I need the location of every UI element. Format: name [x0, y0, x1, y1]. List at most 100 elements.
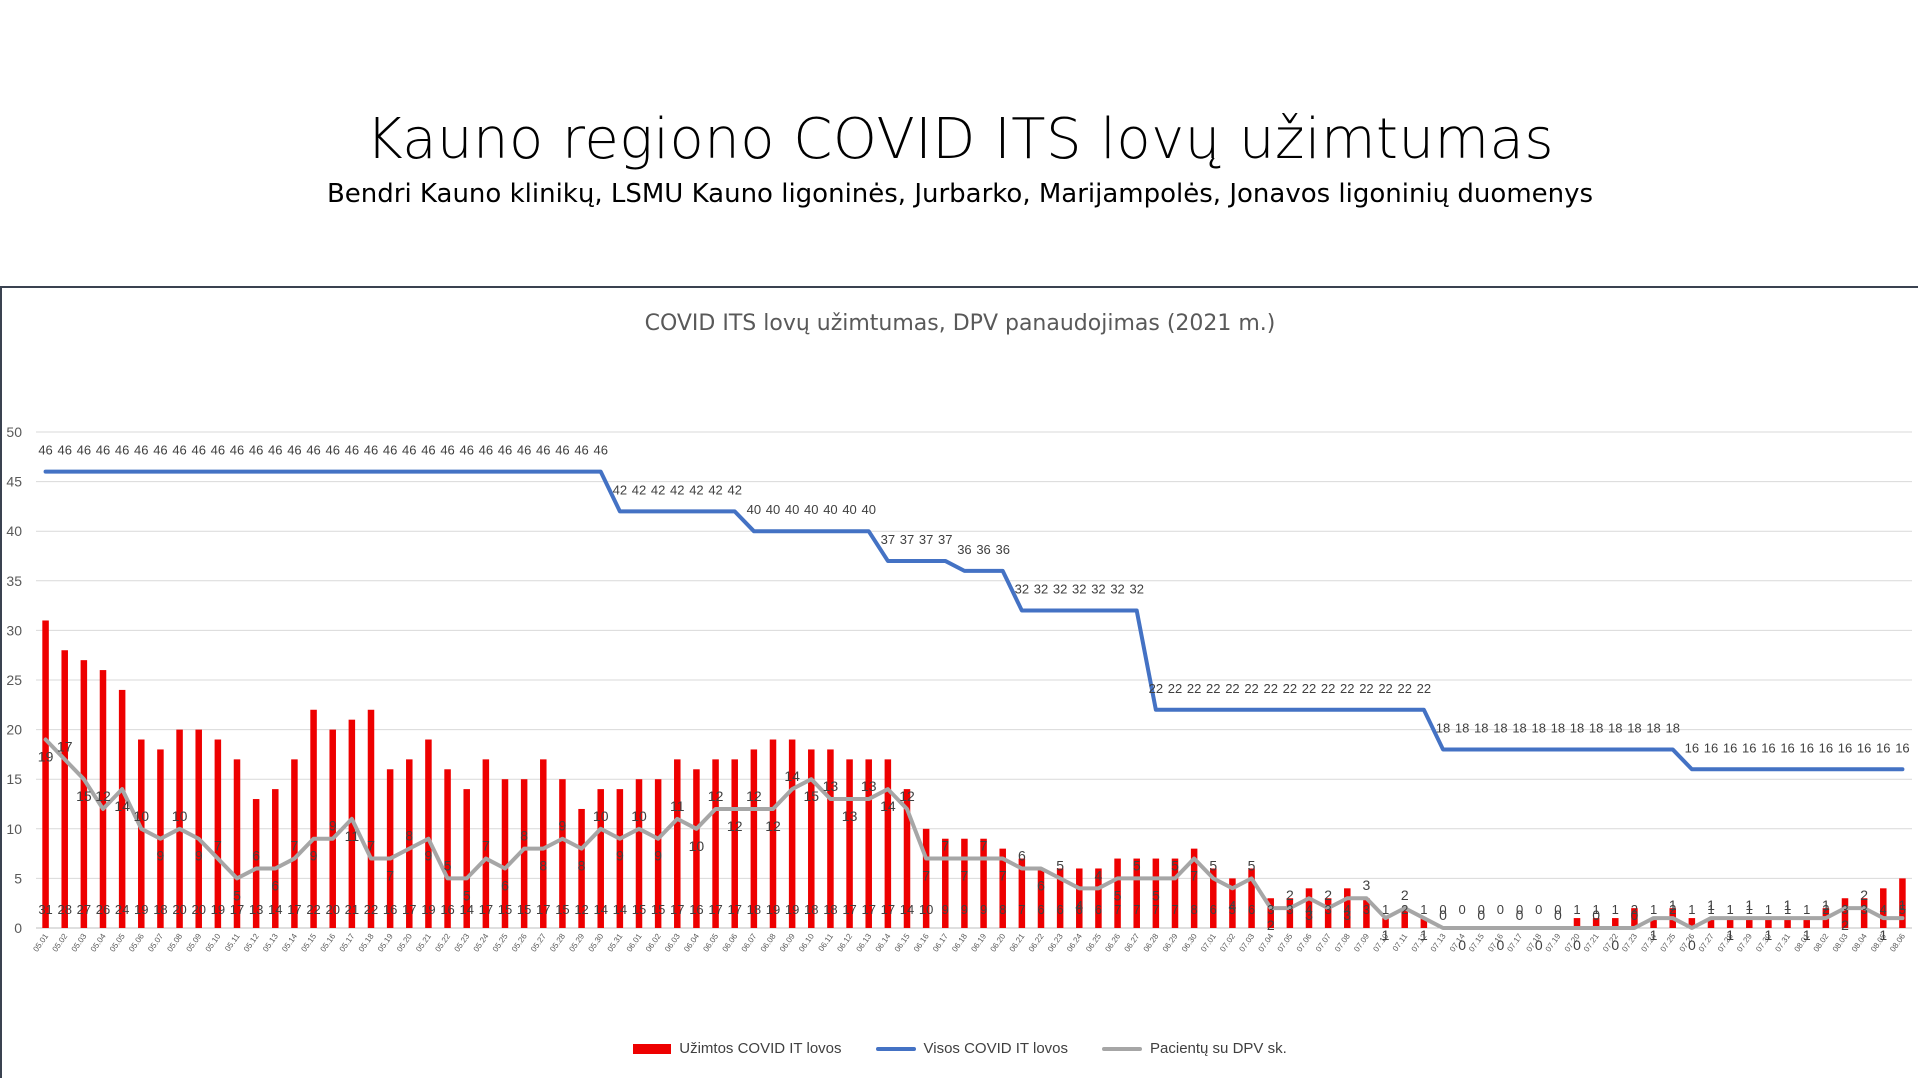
- ventilation-data-label: 0: [1535, 937, 1543, 953]
- total-beds-data-label: 42: [689, 482, 703, 497]
- total-beds-data-label: 42: [727, 482, 741, 497]
- total-beds-data-label: 22: [1283, 681, 1297, 696]
- ventilation-data-label: 15: [76, 788, 92, 804]
- x-tick-label: 06.29: [1161, 932, 1180, 954]
- bar-data-label: 18: [747, 902, 761, 917]
- bar-data-label: 3: [1267, 902, 1274, 917]
- bar-data-label: 7: [1171, 902, 1178, 917]
- total-beds-data-label: 22: [1302, 681, 1316, 696]
- ventilation-data-label: 7: [214, 838, 222, 854]
- bar-data-label: 1: [1803, 902, 1810, 917]
- ventilation-data-label: 5: [1056, 857, 1064, 873]
- series-line-total-beds: [43, 469, 1905, 772]
- bar: [1324, 898, 1332, 928]
- bar-data-label: 17: [536, 902, 550, 917]
- total-beds-data-label: 16: [1742, 740, 1756, 755]
- y-tick-label: 20: [6, 722, 22, 738]
- ventilation-data-label: 14: [114, 798, 130, 814]
- bar-data-label: 6: [1248, 902, 1255, 917]
- ventilation-data-label: 14: [880, 798, 896, 814]
- bar: [233, 759, 241, 928]
- x-tick-label: 06.25: [1084, 932, 1103, 954]
- x-tick-label: 07.17: [1505, 932, 1524, 954]
- bar-data-label: 1: [1382, 902, 1389, 917]
- x-tick-label: 06.04: [682, 932, 701, 954]
- x-tick-label: 07.19: [1544, 932, 1563, 954]
- bar: [597, 789, 604, 928]
- ventilation-data-label: 7: [941, 838, 949, 854]
- ventilation-data-label: 1: [1803, 927, 1811, 943]
- total-beds-data-label: 18: [1570, 720, 1584, 735]
- x-tick-label: 05.23: [452, 932, 471, 954]
- ventilation-data-label: 3: [1363, 877, 1371, 893]
- bar: [1650, 918, 1657, 928]
- bar-data-label: 31: [38, 902, 52, 917]
- ventilation-data-label: 9: [329, 818, 337, 834]
- ventilation-data-label: 5: [1209, 857, 1217, 873]
- series-line-ventilation: [43, 737, 1905, 930]
- total-beds-data-label: 16: [1704, 740, 1718, 755]
- x-tick-label: 05.28: [548, 932, 567, 954]
- total-beds-data-label: 46: [96, 443, 110, 458]
- total-beds-data-label: 36: [976, 542, 990, 557]
- slide-title: Kauno regiono COVID ITS lovų užimtumas: [365, 107, 1555, 172]
- bar-data-label: 17: [842, 902, 856, 917]
- bar-data-label: 3: [1286, 902, 1293, 917]
- ventilation-data-label: 0: [1592, 907, 1600, 923]
- x-tick-label: 06.05: [701, 932, 720, 954]
- ventilation-data-label: 10: [631, 808, 647, 824]
- x-tick-label: 05.14: [280, 932, 299, 954]
- x-tick-label: 06.13: [854, 932, 873, 954]
- bar-data-label: 17: [287, 902, 301, 917]
- total-beds-data-label: 18: [1665, 720, 1679, 735]
- y-tick-label: 35: [6, 573, 22, 589]
- ventilation-data-label: 7: [291, 838, 299, 854]
- total-beds-data-label: 32: [1129, 582, 1143, 597]
- total-beds-data-label: 46: [479, 443, 493, 458]
- bar-data-label: 3: [1363, 902, 1370, 917]
- total-beds-data-label: 22: [1149, 681, 1163, 696]
- y-tick-label: 5: [14, 870, 22, 886]
- total-beds-data-label: 40: [861, 502, 875, 517]
- x-tick-label: 06.16: [912, 932, 931, 954]
- bar-data-label: 14: [613, 902, 627, 917]
- bar: [99, 670, 107, 928]
- ventilation-data-label: 0: [1497, 937, 1505, 953]
- ventilation-data-label: 9: [157, 848, 165, 864]
- x-tick-label: 06.18: [950, 932, 969, 954]
- bar-data-label: 22: [364, 902, 378, 917]
- bar: [1420, 918, 1428, 928]
- bar: [788, 739, 796, 928]
- bar: [1573, 918, 1581, 928]
- total-beds-data-label: 16: [1876, 740, 1890, 755]
- total-beds-data-label: 46: [440, 443, 454, 458]
- x-tick-label: 07.02: [1218, 932, 1237, 954]
- bar-data-label: 3: [1325, 902, 1332, 917]
- bar-data-label: 17: [861, 902, 875, 917]
- ventilation-data-label: 7: [922, 868, 930, 884]
- total-beds-data-label: 16: [1780, 740, 1794, 755]
- ventilation-data-label: 9: [616, 848, 624, 864]
- bar: [616, 789, 624, 928]
- legend-label-ventilation: Pacientų su DPV sk.: [1150, 1040, 1287, 1057]
- total-beds-data-label: 46: [345, 443, 359, 458]
- bar: [425, 739, 432, 928]
- y-tick-label: 0: [14, 920, 22, 936]
- total-beds-data-label: 40: [823, 502, 837, 517]
- ventilation-data-label: 1: [1745, 897, 1753, 913]
- x-tick-label: 05.03: [70, 932, 89, 954]
- total-beds-data-label: 18: [1455, 720, 1469, 735]
- x-tick-label: 05.05: [108, 932, 127, 954]
- x-tick-label: 06.01: [625, 932, 644, 954]
- bar: [808, 749, 815, 928]
- total-beds-data-label: 37: [938, 532, 952, 547]
- bar: [1114, 858, 1121, 928]
- total-beds-data-label: 22: [1263, 681, 1277, 696]
- total-beds-data-label: 22: [1244, 681, 1258, 696]
- ventilation-data-label: 9: [195, 848, 203, 864]
- total-beds-data-label: 22: [1359, 681, 1373, 696]
- ventilation-data-label: 13: [861, 778, 877, 794]
- legend-item-total-beds: Visos COVID IT lovos: [875, 1040, 1068, 1057]
- x-tick-label: 07.31: [1773, 932, 1792, 954]
